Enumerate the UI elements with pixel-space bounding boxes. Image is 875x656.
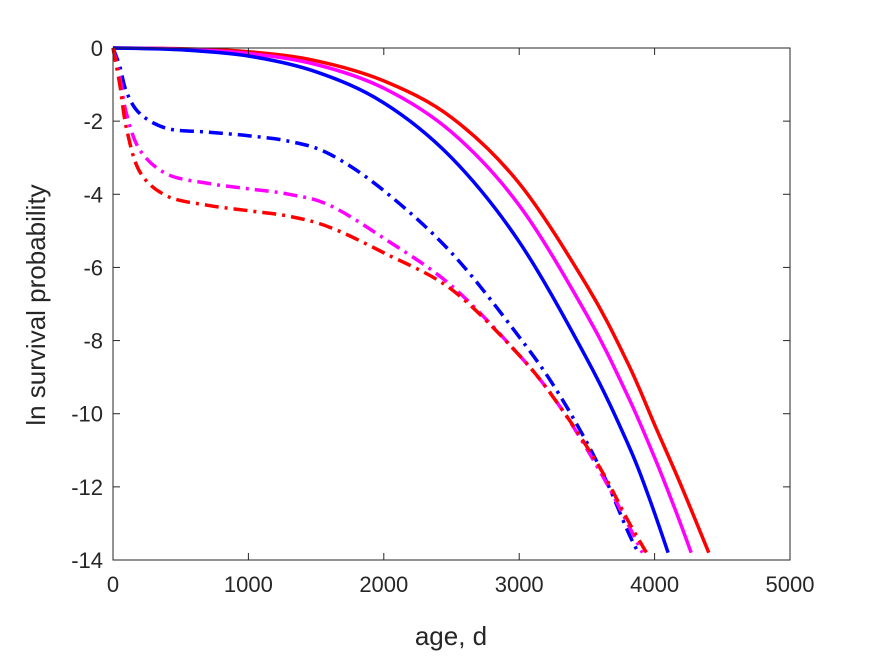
- y-tick-label: -6: [83, 255, 103, 280]
- plot-lines: [111, 46, 711, 554]
- y-tick-label: -4: [83, 182, 103, 207]
- y-tick-label: -14: [71, 548, 103, 573]
- y-axis: 0 -2 -4 -6 -8 -10 -12 -14: [71, 36, 790, 573]
- series-line-blue-dashdot: [111, 47, 640, 554]
- x-tick-label: 1000: [224, 572, 273, 597]
- series-line-red-dashdot: [111, 47, 649, 554]
- x-tick-label: 4000: [630, 572, 679, 597]
- y-tick-label: -12: [71, 475, 103, 500]
- x-tick-label: 2000: [359, 572, 408, 597]
- y-tick-label: -10: [71, 402, 103, 427]
- y-axis-label: ln survival probability: [21, 184, 51, 425]
- x-tick-label: 0: [107, 572, 119, 597]
- x-tick-label: 3000: [495, 572, 544, 597]
- x-tick-label: 5000: [766, 572, 815, 597]
- y-tick-label: 0: [91, 36, 103, 61]
- plot-frame: [112, 47, 791, 561]
- series-line-blue-solid: [112, 46, 670, 554]
- y-tick-label: -8: [83, 329, 103, 354]
- x-axis: 0 1000 2000 3000 4000 5000: [107, 48, 815, 597]
- series-line-magenta-dashdot: [111, 47, 644, 554]
- y-tick-label: -2: [83, 109, 103, 134]
- x-axis-label: age, d: [415, 621, 487, 651]
